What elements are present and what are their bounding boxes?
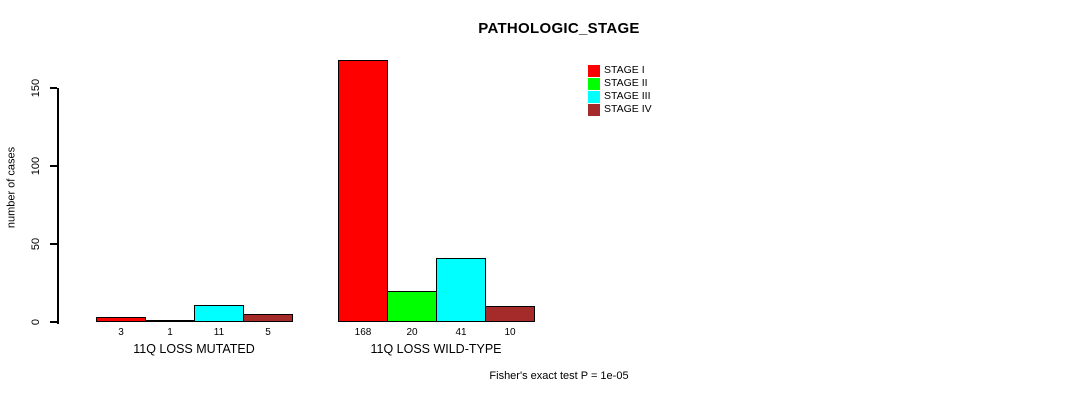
y-tick-label: 100	[30, 156, 42, 176]
bar	[194, 305, 244, 322]
legend-swatch-icon	[588, 64, 600, 77]
y-tick-label: 150	[30, 78, 42, 98]
legend: STAGE I STAGE II STAGE III STAGE IV	[588, 64, 652, 116]
legend-label: STAGE IV	[604, 103, 652, 115]
legend-label: STAGE II	[604, 77, 648, 89]
y-tick-label: 50	[30, 237, 42, 251]
legend-row: STAGE IV	[588, 103, 652, 116]
bar-value-label: 3	[118, 327, 124, 338]
stat-test-annotation: Fisher's exact test P = 1e-05	[489, 370, 629, 382]
category-label: 11Q LOSS WILD-TYPE	[370, 342, 502, 356]
legend-label: STAGE I	[604, 64, 645, 76]
y-tick-label: 0	[30, 318, 42, 326]
bar-value-label: 11	[213, 327, 225, 338]
y-tick-mark	[50, 321, 57, 323]
y-tick-mark	[50, 165, 57, 167]
chart-title: PATHOLOGIC_STAGE	[478, 20, 640, 37]
bar	[96, 317, 146, 322]
category-label: 11Q LOSS MUTATED	[133, 342, 255, 356]
bar-value-label: 10	[504, 327, 516, 338]
bar	[145, 320, 195, 322]
y-tick-mark	[50, 243, 57, 245]
y-tick-mark	[50, 87, 57, 89]
bar-value-label: 5	[265, 327, 271, 338]
bar	[338, 60, 388, 322]
legend-row: STAGE I	[588, 64, 652, 77]
legend-row: STAGE III	[588, 90, 652, 103]
bar-value-label: 20	[406, 327, 418, 338]
legend-swatch-icon	[588, 90, 600, 103]
bar-value-label: 168	[354, 327, 372, 338]
legend-row: STAGE II	[588, 77, 652, 90]
legend-swatch-icon	[588, 77, 600, 90]
bar	[485, 306, 535, 322]
bar	[436, 258, 486, 322]
bar-value-label: 1	[167, 327, 173, 338]
bar-value-label: 41	[455, 327, 467, 338]
bar	[387, 291, 437, 322]
legend-swatch-icon	[588, 103, 600, 116]
legend-label: STAGE III	[604, 90, 651, 102]
y-axis-label: number of cases	[5, 146, 18, 229]
bar	[243, 314, 293, 322]
y-axis-line	[57, 88, 59, 324]
